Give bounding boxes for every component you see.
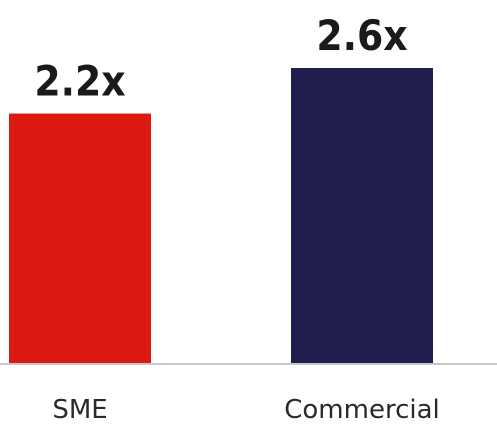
data-label-sme: 2.2x <box>34 57 125 106</box>
category-label-sme: SME <box>52 395 107 424</box>
bar-commercial <box>291 68 433 364</box>
data-label-commercial: 2.6x <box>316 11 407 60</box>
bar-sme <box>9 113 151 365</box>
category-label-commercial: Commercial <box>284 395 440 424</box>
category-labels: SME Commercial <box>52 395 439 424</box>
bars <box>9 68 433 365</box>
value-labels: 2.2x 2.6x <box>34 11 407 106</box>
